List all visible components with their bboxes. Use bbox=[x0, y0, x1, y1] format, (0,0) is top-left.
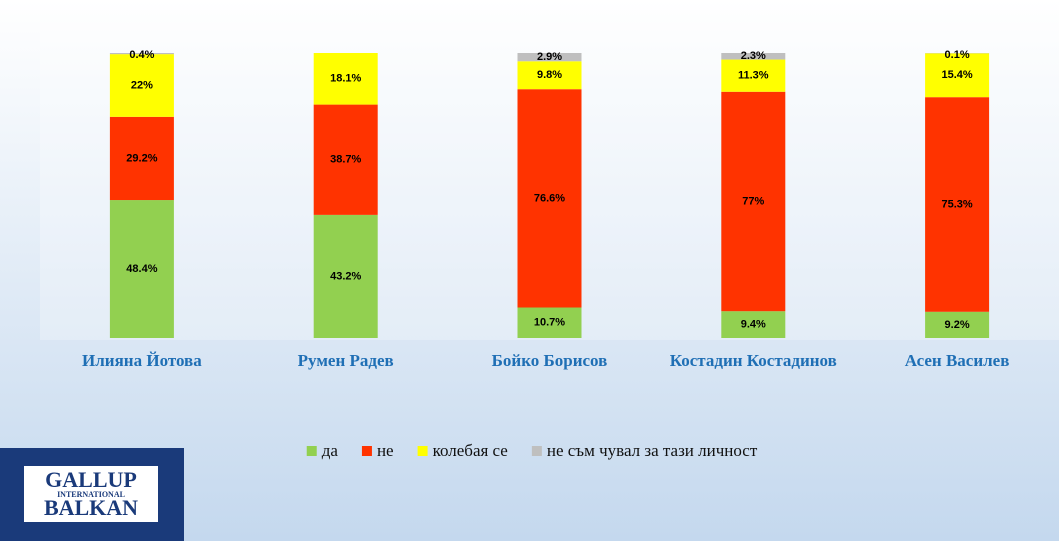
legend-marker bbox=[417, 446, 428, 456]
data-label: 2.3% bbox=[741, 50, 766, 62]
legend-label: не съм чувал за тази личност bbox=[547, 441, 758, 460]
x-tick-label: Костадин Костадинов bbox=[670, 351, 837, 370]
bar-segment bbox=[109, 53, 174, 55]
legend-marker bbox=[361, 446, 372, 456]
data-label: 18.1% bbox=[330, 73, 361, 85]
logo: GALLUP INTERNATIONAL BALKAN bbox=[0, 448, 184, 541]
x-tick-label: Илияна Йотова bbox=[82, 351, 202, 370]
legend-label: колебая се bbox=[433, 441, 508, 460]
logo-text: GALLUP bbox=[45, 467, 137, 492]
logo-panel bbox=[24, 466, 158, 522]
bar-segment bbox=[721, 311, 786, 338]
bar-segment bbox=[517, 307, 582, 338]
logo-text: INTERNATIONAL bbox=[57, 490, 125, 499]
legend-marker bbox=[531, 446, 542, 456]
bar-segment bbox=[517, 89, 582, 308]
data-label: 43.2% bbox=[330, 270, 361, 282]
bar-segment bbox=[925, 97, 990, 312]
data-label: 15.4% bbox=[941, 69, 972, 81]
x-tick-label: Асен Василев bbox=[905, 351, 1010, 370]
data-label: 75.3% bbox=[941, 198, 972, 210]
bar-segment bbox=[109, 116, 174, 201]
data-label: 9.2% bbox=[945, 319, 970, 331]
bar-segment bbox=[313, 53, 378, 105]
data-label: 11.3% bbox=[738, 70, 769, 82]
bar-segment bbox=[109, 200, 174, 338]
legend-label: да bbox=[322, 441, 339, 460]
bar-segment bbox=[925, 311, 990, 338]
data-label: 76.6% bbox=[534, 192, 565, 204]
bar-segment bbox=[925, 53, 990, 98]
bar-segment bbox=[313, 104, 378, 215]
legend-marker bbox=[306, 446, 317, 456]
bar-segment bbox=[109, 54, 174, 117]
data-label: 9.4% bbox=[741, 319, 766, 331]
data-label: 22% bbox=[131, 79, 153, 91]
legend: да не колебая се не съм чувал за тази лично… bbox=[306, 441, 758, 460]
bar-segment bbox=[313, 214, 378, 338]
bar-segment bbox=[721, 91, 786, 312]
bar-segment bbox=[721, 53, 786, 60]
data-label: 9.8% bbox=[537, 69, 562, 81]
data-label: 10.7% bbox=[534, 317, 565, 329]
data-label: 77% bbox=[742, 195, 764, 207]
bar-segment bbox=[721, 59, 786, 92]
bar-segment bbox=[517, 61, 582, 90]
bar-segment bbox=[517, 53, 582, 62]
data-label: 2.9% bbox=[537, 51, 562, 63]
data-label: 0.4% bbox=[129, 49, 154, 61]
logo-text: BALKAN bbox=[44, 495, 138, 520]
x-tick-label: Бойко Борисов bbox=[492, 351, 608, 370]
data-label: 48.4% bbox=[126, 263, 157, 275]
data-label: 38.7% bbox=[330, 154, 361, 166]
legend-label: не bbox=[377, 441, 394, 460]
data-label: 0.1% bbox=[945, 49, 970, 61]
data-label: 29.2% bbox=[126, 152, 157, 164]
x-tick-label: Румен Радев bbox=[298, 351, 394, 370]
